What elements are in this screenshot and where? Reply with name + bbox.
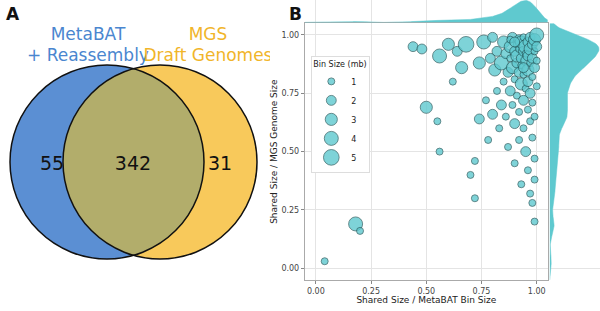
svg-text:Shared Size / MGS Genome Size: Shared Size / MGS Genome Size bbox=[269, 79, 279, 224]
svg-text:+ Reassembly: + Reassembly bbox=[27, 45, 149, 65]
svg-text:2: 2 bbox=[351, 97, 356, 106]
svg-text:3: 3 bbox=[351, 116, 356, 125]
svg-text:0.00: 0.00 bbox=[307, 287, 325, 296]
svg-text:1: 1 bbox=[351, 78, 356, 87]
svg-text:MGS: MGS bbox=[189, 24, 228, 44]
svg-text:1.00: 1.00 bbox=[528, 287, 546, 296]
svg-text:0.75: 0.75 bbox=[473, 287, 491, 296]
svg-text:55: 55 bbox=[40, 152, 64, 174]
svg-text:Draft Genomes: Draft Genomes bbox=[144, 45, 270, 65]
svg-text:A: A bbox=[6, 4, 20, 24]
svg-text:0.75: 0.75 bbox=[281, 89, 299, 98]
svg-text:0.50: 0.50 bbox=[417, 287, 435, 296]
svg-text:342: 342 bbox=[115, 152, 151, 174]
svg-text:MetaBAT: MetaBAT bbox=[51, 24, 126, 44]
svg-text:31: 31 bbox=[208, 152, 232, 174]
svg-text:0.50: 0.50 bbox=[281, 147, 299, 156]
svg-text:B: B bbox=[289, 4, 302, 24]
svg-text:Shared Size / MetaBAT Bin Size: Shared Size / MetaBAT Bin Size bbox=[356, 296, 496, 306]
svg-text:4: 4 bbox=[351, 135, 356, 144]
svg-text:Bin Size (mb): Bin Size (mb) bbox=[313, 60, 366, 69]
svg-text:0.00: 0.00 bbox=[281, 264, 299, 273]
svg-text:0.25: 0.25 bbox=[281, 206, 299, 215]
svg-text:0.25: 0.25 bbox=[362, 287, 380, 296]
svg-text:5: 5 bbox=[351, 154, 356, 163]
svg-text:1.00: 1.00 bbox=[281, 31, 299, 40]
